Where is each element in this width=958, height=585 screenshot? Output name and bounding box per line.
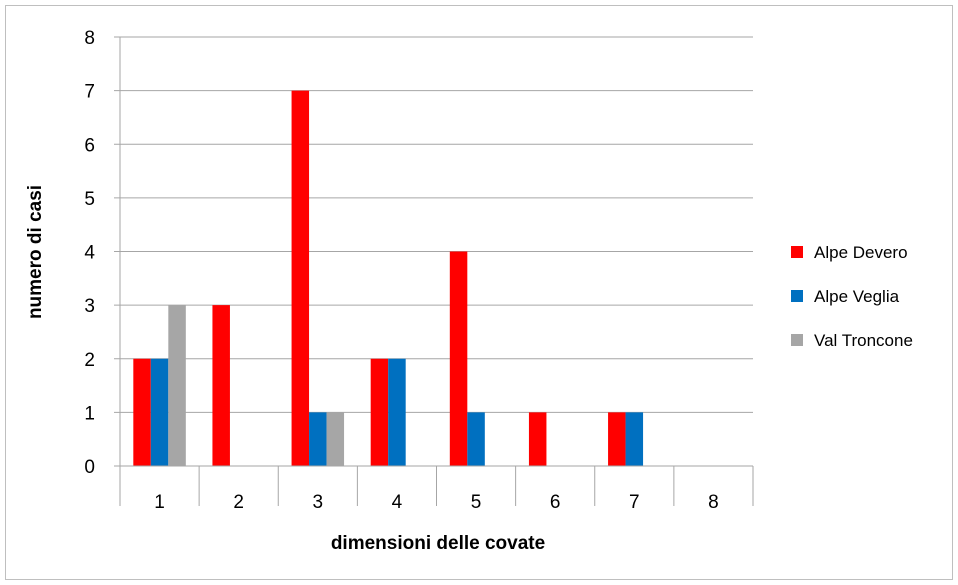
- legend-label: Alpe Veglia: [814, 287, 900, 306]
- y-tick-label: 6: [84, 135, 95, 156]
- bar-alpe-veglia: [467, 412, 485, 466]
- y-tick-label: 2: [84, 350, 95, 371]
- x-tick-label: 8: [708, 492, 719, 513]
- bar-alpe-veglia: [625, 412, 644, 466]
- legend: Alpe Devero Alpe Veglia Val Troncone: [791, 243, 913, 350]
- legend-label: Val Troncone: [814, 331, 913, 350]
- gridlines: [114, 36, 753, 467]
- y-tick-label: 8: [84, 28, 95, 49]
- chart-svg: 0 1 2 3 4 5 6 7 8 1 2 3 4 5 6 7 8 dimensioni delle cova…: [25, 28, 913, 554]
- x-tick-label: 2: [233, 492, 244, 513]
- y-tick-labels: 0 1 2 3 4 5 6 7 8: [84, 28, 95, 478]
- legend-label: Alpe Devero: [814, 243, 908, 262]
- bar-alpe-devero: [528, 412, 547, 466]
- axes: [119, 37, 754, 506]
- y-tick-label: 3: [84, 296, 95, 317]
- x-tick-label: 4: [392, 492, 403, 513]
- bar-alpe-veglia: [309, 412, 327, 466]
- legend-swatch: [791, 246, 803, 258]
- bar-alpe-devero: [133, 358, 151, 466]
- y-tick-label: 4: [84, 243, 95, 264]
- bar-alpe-devero: [370, 358, 389, 466]
- chart-frame: 0 1 2 3 4 5 6 7 8 1 2 3 4 5 6 7 8 dimensioni delle cova…: [5, 5, 953, 580]
- bar-alpe-devero: [291, 90, 310, 466]
- y-tick-label: 5: [84, 189, 95, 210]
- x-tick-label: 1: [154, 492, 165, 513]
- y-axis-title: numero di casi: [25, 185, 46, 319]
- bar-alpe-devero: [608, 412, 626, 466]
- x-tick-label: 3: [313, 492, 324, 513]
- bar-alpe-veglia: [388, 358, 406, 466]
- legend-swatch: [791, 334, 803, 346]
- legend-swatch: [791, 290, 803, 302]
- x-tick-label: 5: [471, 492, 482, 513]
- x-axis-title: dimensioni delle covate: [331, 533, 545, 554]
- bar-val-troncone: [326, 412, 345, 466]
- bar-alpe-veglia: [150, 358, 169, 466]
- y-tick-label: 1: [84, 403, 95, 424]
- y-tick-label: 0: [84, 457, 95, 478]
- bar-val-troncone: [168, 305, 186, 466]
- x-tick-label: 6: [550, 492, 561, 513]
- y-tick-label: 7: [84, 82, 95, 103]
- x-tick-labels: 1 2 3 4 5 6 7 8: [154, 492, 718, 513]
- bar-alpe-devero: [212, 305, 230, 466]
- bars: [133, 90, 644, 466]
- x-tick-label: 7: [629, 492, 640, 513]
- bar-alpe-devero: [449, 251, 468, 466]
